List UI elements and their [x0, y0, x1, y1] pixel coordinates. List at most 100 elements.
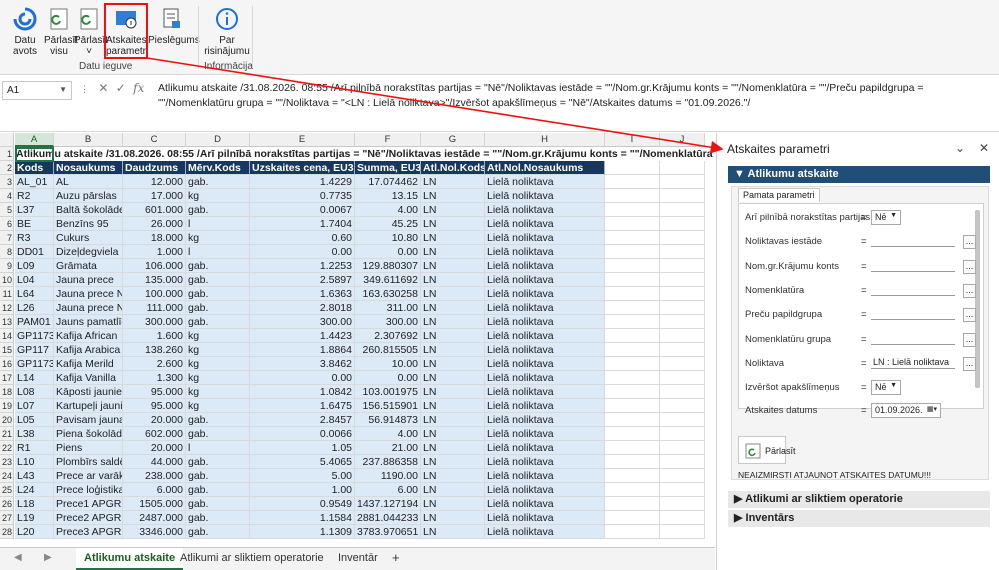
- table-cell[interactable]: LN: [421, 217, 485, 231]
- table-cell[interactable]: 2.600: [123, 357, 186, 371]
- table-cell[interactable]: Lielā noliktava: [485, 511, 605, 525]
- table-cell[interactable]: 6.00: [355, 483, 421, 497]
- empty-cell[interactable]: [605, 455, 660, 469]
- table-cell[interactable]: LN: [421, 483, 485, 497]
- row-header[interactable]: 23: [0, 455, 14, 469]
- table-cell[interactable]: L07: [15, 399, 54, 413]
- table-cell[interactable]: Baltā šokolāde: [54, 203, 123, 217]
- table-cell[interactable]: Lielā noliktava: [485, 231, 605, 245]
- table-cell[interactable]: Lielā noliktava: [485, 245, 605, 259]
- table-cell[interactable]: LN: [421, 315, 485, 329]
- table-cell[interactable]: PAM01: [15, 315, 54, 329]
- table-cell[interactable]: Lielā noliktava: [485, 175, 605, 189]
- row-header[interactable]: 15: [0, 343, 14, 357]
- table-cell[interactable]: Lielā noliktava: [485, 259, 605, 273]
- formula-text[interactable]: Atlikumu atskaite /31.08.2026. 08:55 /Ar…: [158, 82, 924, 109]
- table-cell[interactable]: LN: [421, 329, 485, 343]
- name-box[interactable]: A1 ▼: [2, 81, 72, 100]
- table-cell[interactable]: LN: [421, 287, 485, 301]
- table-cell[interactable]: Piens: [54, 441, 123, 455]
- table-cell[interactable]: 20.000: [123, 413, 186, 427]
- table-cell[interactable]: Piena šokolāde: [54, 427, 123, 441]
- refresh-button[interactable]: Pārlasīt ˅: [74, 6, 108, 57]
- row-header[interactable]: 22: [0, 441, 14, 455]
- table-cell[interactable]: AL_01: [15, 175, 54, 189]
- empty-cell[interactable]: [660, 483, 705, 497]
- table-cell[interactable]: Lielā noliktava: [485, 469, 605, 483]
- table-cell[interactable]: 2.5897: [250, 273, 355, 287]
- table-cell[interactable]: LN: [421, 455, 485, 469]
- table-cell[interactable]: L26: [15, 301, 54, 315]
- table-cell[interactable]: Lielā noliktava: [485, 217, 605, 231]
- table-cell[interactable]: Prece loģistikas: [54, 483, 123, 497]
- table-cell[interactable]: Grāmata: [54, 259, 123, 273]
- column-header[interactable]: B: [54, 133, 123, 147]
- table-cell[interactable]: Kartupeļi jaunie: [54, 399, 123, 413]
- empty-cell[interactable]: [605, 315, 660, 329]
- table-cell[interactable]: L20: [15, 525, 54, 539]
- table-header-cell[interactable]: Uzskaites cena, EU3: [250, 161, 355, 175]
- empty-cell[interactable]: [605, 217, 660, 231]
- table-cell[interactable]: Prece1 APGR: [54, 497, 123, 511]
- empty-cell[interactable]: [605, 343, 660, 357]
- table-cell[interactable]: gab.: [186, 455, 250, 469]
- row-header[interactable]: 14: [0, 329, 14, 343]
- section-inventars[interactable]: ▶ Inventārs: [728, 510, 990, 527]
- row-header[interactable]: 4: [0, 189, 14, 203]
- empty-cell[interactable]: [660, 455, 705, 469]
- table-cell[interactable]: Lielā noliktava: [485, 189, 605, 203]
- table-cell[interactable]: 3.8462: [250, 357, 355, 371]
- data-source-button[interactable]: Datu avots: [8, 6, 42, 57]
- table-cell[interactable]: 21.00: [355, 441, 421, 455]
- table-cell[interactable]: 4.00: [355, 203, 421, 217]
- table-cell[interactable]: 111.000: [123, 301, 186, 315]
- empty-cell[interactable]: [660, 315, 705, 329]
- row-header[interactable]: 13: [0, 315, 14, 329]
- calendar-icon[interactable]: ▦▾: [926, 406, 937, 413]
- table-cell[interactable]: 95.000: [123, 385, 186, 399]
- table-cell[interactable]: gab.: [186, 497, 250, 511]
- table-cell[interactable]: 1.8864: [250, 343, 355, 357]
- table-cell[interactable]: Kāposti jaunie: [54, 385, 123, 399]
- table-cell[interactable]: gab.: [186, 469, 250, 483]
- table-cell[interactable]: LN: [421, 273, 485, 287]
- empty-cell[interactable]: [660, 441, 705, 455]
- function-icon[interactable]: fx: [133, 81, 145, 95]
- cancel-icon[interactable]: ✕: [98, 81, 109, 95]
- table-cell[interactable]: 10.00: [355, 357, 421, 371]
- close-icon[interactable]: ✕: [979, 141, 990, 155]
- table-cell[interactable]: Jauna prece NR: [54, 301, 123, 315]
- row-header[interactable]: 16: [0, 357, 14, 371]
- table-cell[interactable]: GP117: [15, 343, 54, 357]
- table-cell[interactable]: 0.0066: [250, 427, 355, 441]
- table-cell[interactable]: L09: [15, 259, 54, 273]
- table-cell[interactable]: 300.000: [123, 315, 186, 329]
- table-cell[interactable]: LN: [421, 497, 485, 511]
- table-cell[interactable]: 1.0842: [250, 385, 355, 399]
- empty-cell[interactable]: [605, 427, 660, 441]
- table-cell[interactable]: Jauna prece: [54, 273, 123, 287]
- table-cell[interactable]: Prece2 APGR: [54, 511, 123, 525]
- column-header[interactable]: I: [605, 133, 660, 147]
- section-atlikumu-atskaite[interactable]: ▼ Atlikumu atskaite: [728, 166, 990, 183]
- column-header[interactable]: J: [660, 133, 705, 147]
- table-cell[interactable]: gab.: [186, 483, 250, 497]
- row-header[interactable]: 2: [0, 161, 14, 175]
- select-field[interactable]: Nē ▼: [871, 380, 901, 395]
- empty-cell[interactable]: [660, 259, 705, 273]
- table-cell[interactable]: 1.6363: [250, 287, 355, 301]
- chevron-down-icon[interactable]: ▼: [59, 85, 67, 94]
- empty-cell[interactable]: [605, 483, 660, 497]
- table-cell[interactable]: L37: [15, 203, 54, 217]
- table-cell[interactable]: L19: [15, 511, 54, 525]
- table-cell[interactable]: 3346.000: [123, 525, 186, 539]
- table-cell[interactable]: L14: [15, 371, 54, 385]
- empty-cell[interactable]: [605, 399, 660, 413]
- table-cell[interactable]: kg: [186, 343, 250, 357]
- empty-cell[interactable]: [605, 371, 660, 385]
- table-cell[interactable]: L64: [15, 287, 54, 301]
- table-cell[interactable]: LN: [421, 203, 485, 217]
- table-cell[interactable]: Kafija Merild: [54, 357, 123, 371]
- table-cell[interactable]: Lielā noliktava: [485, 315, 605, 329]
- table-cell[interactable]: Lielā noliktava: [485, 497, 605, 511]
